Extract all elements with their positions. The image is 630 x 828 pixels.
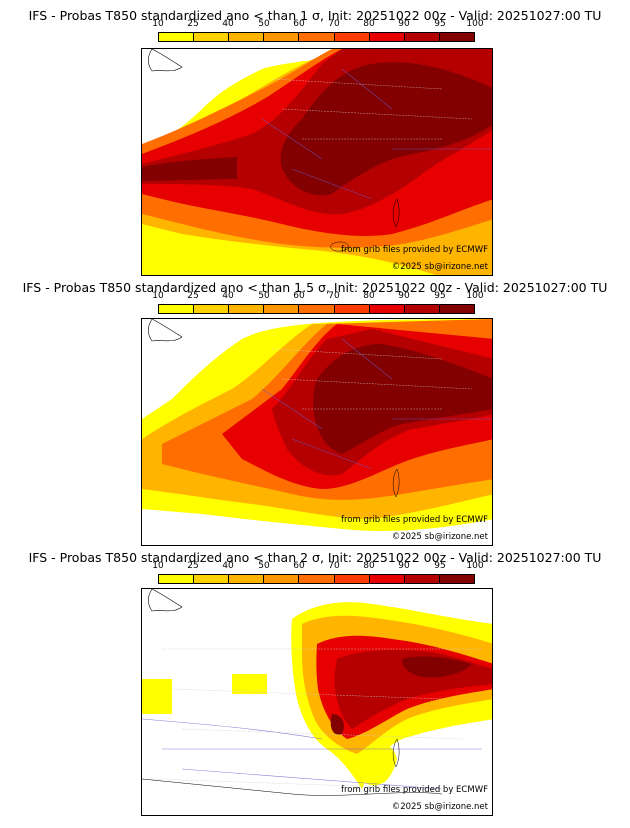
credit-source: from grib files provided by ECMWF (341, 245, 488, 255)
colorbar-tick: 40 (222, 19, 234, 29)
colorbar-tick: 60 (293, 561, 305, 571)
colorbar-labels: 10 25 40 50 60 70 80 90 95 100 (152, 19, 483, 31)
colorbar-swatch (369, 305, 405, 313)
colorbar-labels: 10 25 40 50 60 70 80 90 95 100 (152, 291, 483, 303)
colorbar-tick: 50 (258, 561, 270, 571)
colorbar-swatch (404, 33, 440, 41)
colorbar-swatch (194, 33, 230, 41)
colorbar-swatch (439, 575, 474, 583)
colorbar-swatch (334, 305, 370, 313)
colorbar-tick: 80 (363, 19, 375, 29)
colorbar-tick: 95 (434, 561, 446, 571)
colorbar-tick: 10 (152, 561, 164, 571)
credit-copyright: ©2025 sb@irizone.net (391, 532, 488, 542)
credit-source: from grib files provided by ECMWF (341, 785, 488, 795)
colorbar-swatch (369, 575, 405, 583)
colorbar-tick: 40 (222, 291, 234, 301)
colorbar-swatch (194, 305, 230, 313)
colorbar-tick: 25 (187, 561, 199, 571)
colorbar-tick: 100 (466, 291, 484, 301)
panel-title: IFS - Probas T850 standardized ano < tha… (28, 8, 602, 23)
colorbar-tick: 40 (222, 561, 234, 571)
colorbar-tick: 100 (466, 561, 484, 571)
colorbar-swatch (439, 33, 474, 41)
colorbar-tick: 95 (434, 291, 446, 301)
colorbar-tick: 70 (328, 291, 340, 301)
probability-map: from grib files provided by ECMWF ©2025 … (141, 588, 493, 816)
colorbar-tick: 90 (398, 561, 410, 571)
colorbar-swatch (404, 305, 440, 313)
colorbar-swatch (404, 575, 440, 583)
colorbar (158, 304, 475, 314)
colorbar-swatch (194, 575, 230, 583)
colorbar-swatch (229, 575, 265, 583)
colorbar-swatch (229, 305, 265, 313)
colorbar-tick: 70 (328, 19, 340, 29)
colorbar-swatch (299, 575, 335, 583)
panel-title: IFS - Probas T850 standardized ano < tha… (28, 550, 602, 565)
colorbar-tick: 60 (293, 19, 305, 29)
map-canvas (142, 319, 492, 545)
colorbar-swatch (334, 33, 370, 41)
colorbar-tick: 25 (187, 19, 199, 29)
colorbar-swatch (159, 305, 195, 313)
colorbar (158, 574, 475, 584)
colorbar-swatch (369, 33, 405, 41)
colorbar-tick: 95 (434, 19, 446, 29)
colorbar-tick: 10 (152, 19, 164, 29)
panel-title: IFS - Probas T850 standardized ano < tha… (22, 280, 608, 295)
colorbar-tick: 80 (363, 291, 375, 301)
map-canvas (142, 589, 492, 815)
colorbar-swatch (439, 305, 474, 313)
credit-copyright: ©2025 sb@irizone.net (391, 802, 488, 812)
colorbar (158, 32, 475, 42)
colorbar-tick: 70 (328, 561, 340, 571)
probability-map: from grib files provided by ECMWF ©2025 … (141, 318, 493, 546)
colorbar-tick: 50 (258, 291, 270, 301)
colorbar-tick: 60 (293, 291, 305, 301)
credit-source: from grib files provided by ECMWF (341, 515, 488, 525)
colorbar-swatch (229, 33, 265, 41)
credit-copyright: ©2025 sb@irizone.net (391, 262, 488, 272)
colorbar-tick: 80 (363, 561, 375, 571)
colorbar-labels: 10 25 40 50 60 70 80 90 95 100 (152, 561, 483, 573)
colorbar-tick: 90 (398, 19, 410, 29)
colorbar-tick: 50 (258, 19, 270, 29)
colorbar-tick: 100 (466, 19, 484, 29)
colorbar-swatch (334, 575, 370, 583)
map-canvas (142, 49, 492, 275)
colorbar-swatch (299, 305, 335, 313)
colorbar-tick: 10 (152, 291, 164, 301)
probability-map: from grib files provided by ECMWF ©2025 … (141, 48, 493, 276)
colorbar-swatch (159, 33, 195, 41)
colorbar-swatch (264, 575, 300, 583)
colorbar-tick: 90 (398, 291, 410, 301)
colorbar-swatch (264, 305, 300, 313)
colorbar-swatch (299, 33, 335, 41)
colorbar-swatch (159, 575, 195, 583)
colorbar-swatch (264, 33, 300, 41)
colorbar-tick: 25 (187, 291, 199, 301)
